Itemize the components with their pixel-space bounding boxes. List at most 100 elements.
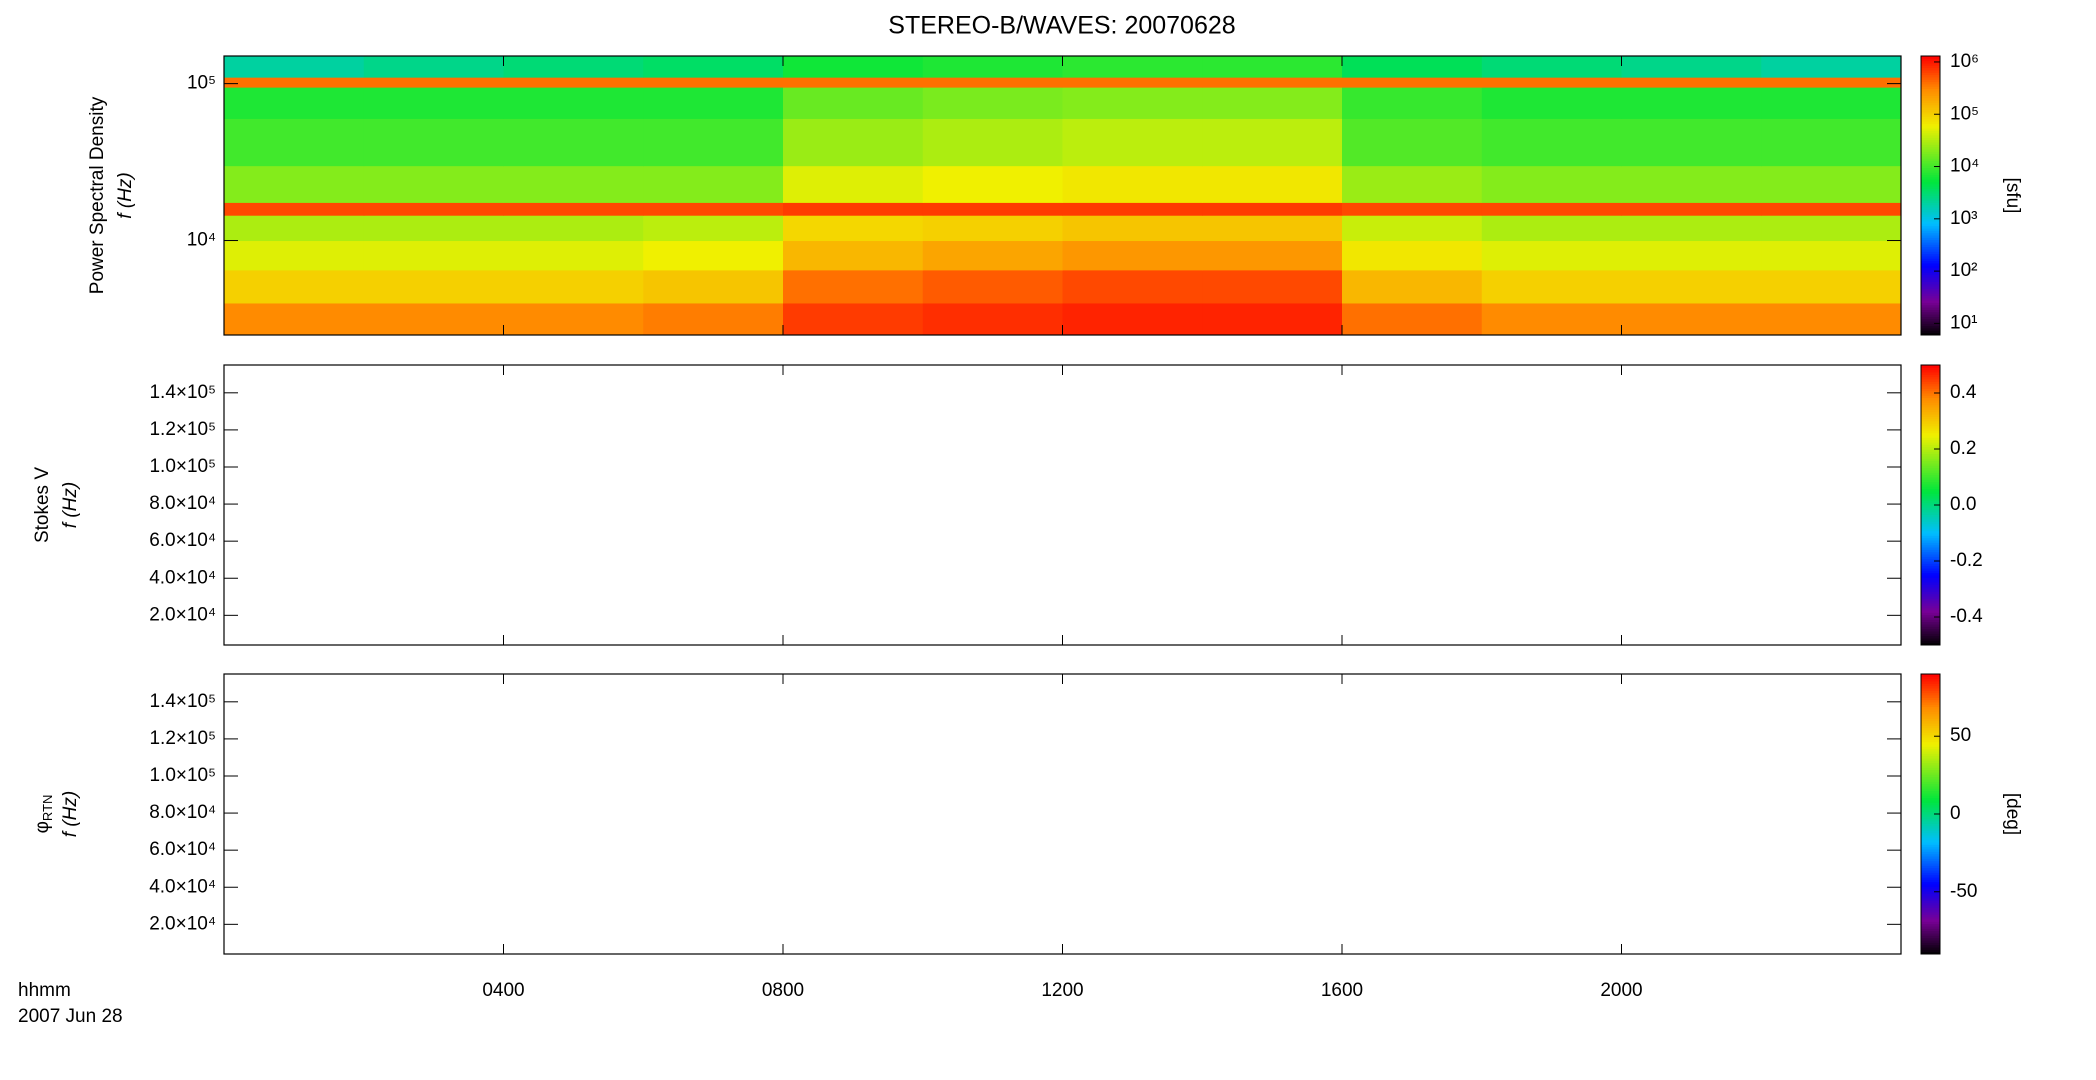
heatmap-cell bbox=[1481, 302, 1622, 336]
colorbar-segment bbox=[1921, 449, 1940, 452]
colorbar-segment bbox=[1921, 132, 1940, 136]
colorbar-segment bbox=[1921, 369, 1940, 373]
colorbar-segment bbox=[1921, 456, 1940, 459]
colorbar-segment bbox=[1921, 446, 1940, 450]
heatmap-cell bbox=[363, 56, 504, 78]
colorbar-segment bbox=[1921, 802, 1940, 806]
heatmap-cell bbox=[503, 240, 644, 271]
colorbar-segment bbox=[1921, 521, 1940, 525]
heatmap-cell bbox=[1481, 215, 1622, 242]
colorbar-segment bbox=[1921, 230, 1940, 234]
heatmap-cell bbox=[224, 87, 365, 119]
colorbar-segment bbox=[1921, 260, 1940, 264]
colorbar-segment bbox=[1921, 114, 1940, 117]
colorbar-segment bbox=[1921, 491, 1940, 494]
colorbar-segment bbox=[1921, 872, 1940, 876]
heatmap-cell bbox=[783, 87, 924, 119]
colorbar-segment bbox=[1921, 193, 1940, 196]
colorbar-segment bbox=[1921, 467, 1940, 471]
colorbar-segment bbox=[1921, 944, 1940, 948]
plot-frame bbox=[223, 364, 1902, 646]
colorbar-segment bbox=[1921, 111, 1940, 115]
colorbar-segment bbox=[1921, 716, 1940, 719]
colorbar-segment bbox=[1921, 828, 1940, 831]
colorbar-segment bbox=[1921, 486, 1940, 490]
colorbar-segment bbox=[1921, 681, 1940, 684]
colorbar-segment bbox=[1921, 928, 1940, 932]
colorbar-tick-label: 0.2 bbox=[1950, 438, 1976, 459]
heatmap-cell bbox=[1342, 202, 1483, 216]
colorbar-segment bbox=[1921, 949, 1940, 953]
heatmap-cell bbox=[1621, 165, 1762, 203]
heatmap-cell bbox=[1761, 87, 1902, 119]
colorbar-segment bbox=[1921, 174, 1940, 178]
colorbar-segment bbox=[1921, 372, 1940, 375]
heatmap-cell bbox=[1062, 302, 1203, 336]
colorbar-segment bbox=[1921, 603, 1940, 606]
colorbar-segment bbox=[1921, 909, 1940, 913]
colorbar-segment bbox=[1921, 758, 1940, 761]
colorbar-segment bbox=[1921, 849, 1940, 852]
colorbar-segment bbox=[1921, 135, 1940, 138]
colorbar-segment bbox=[1921, 123, 1940, 127]
colorbar-segment bbox=[1921, 591, 1940, 595]
colorbar-segment bbox=[1921, 844, 1940, 848]
heatmap-cell bbox=[363, 269, 504, 304]
y-axis-label-sub: RTN bbox=[40, 795, 55, 821]
colorbar-segment bbox=[1921, 165, 1940, 169]
heatmap-cell bbox=[503, 202, 644, 216]
colorbar-frame bbox=[1920, 55, 1941, 336]
heatmap-cell bbox=[363, 165, 504, 203]
colorbar-segment bbox=[1921, 586, 1940, 590]
colorbar-segment bbox=[1921, 751, 1940, 754]
colorbar-segment bbox=[1921, 779, 1940, 782]
colorbar-segment bbox=[1921, 172, 1940, 176]
colorbar-segment bbox=[1921, 905, 1940, 908]
heatmap-cell bbox=[363, 202, 504, 216]
colorbar-segment bbox=[1921, 65, 1940, 69]
colorbar-segment bbox=[1921, 830, 1940, 834]
colorbar-segment bbox=[1921, 325, 1940, 329]
colorbar-segment bbox=[1921, 674, 1940, 677]
colorbar-segment bbox=[1921, 60, 1940, 64]
y-tick-label: 1.0×10⁵ bbox=[149, 765, 216, 786]
colorbar-segment bbox=[1921, 760, 1940, 764]
colorbar-segment bbox=[1921, 116, 1940, 120]
colorbar-segment bbox=[1921, 795, 1940, 799]
colorbar-segment bbox=[1921, 58, 1940, 62]
colorbar-segment bbox=[1921, 262, 1940, 266]
colorbar-segment bbox=[1921, 309, 1940, 313]
colorbar-segment bbox=[1921, 914, 1940, 918]
colorbar-segment bbox=[1921, 288, 1940, 292]
heatmap-cell bbox=[1342, 118, 1483, 167]
colorbar-segment bbox=[1921, 575, 1940, 578]
colorbar-segment bbox=[1921, 888, 1940, 892]
heatmap-cell bbox=[1621, 77, 1762, 88]
colorbar-segment bbox=[1921, 472, 1940, 476]
heatmap-cell bbox=[643, 215, 784, 242]
heatmap-cell bbox=[643, 269, 784, 304]
heatmap-cell bbox=[1761, 240, 1902, 271]
colorbar-tick-label: 0.4 bbox=[1950, 382, 1977, 403]
colorbar-segment bbox=[1921, 865, 1940, 869]
colorbar-segment bbox=[1921, 881, 1940, 885]
heatmap-cell bbox=[1481, 269, 1622, 304]
heatmap-cell bbox=[783, 269, 924, 304]
colorbar-segment bbox=[1921, 109, 1940, 113]
colorbar-segment bbox=[1921, 500, 1940, 504]
heatmap-cell bbox=[1481, 165, 1622, 203]
colorbar-segment bbox=[1921, 128, 1940, 131]
colorbar-segment bbox=[1921, 678, 1940, 682]
colorbar-segment bbox=[1921, 144, 1940, 148]
colorbar-segment bbox=[1921, 626, 1940, 630]
colorbar-segment bbox=[1921, 879, 1940, 883]
heatmap-cell bbox=[503, 56, 644, 78]
heatmap-cell bbox=[1761, 56, 1902, 78]
colorbar-tick-label: 0 bbox=[1950, 803, 1961, 824]
colorbar-segment bbox=[1921, 842, 1940, 845]
colorbar-segment bbox=[1921, 470, 1940, 473]
colorbar-tick-label: 10⁶ bbox=[1950, 51, 1979, 72]
heatmap-cell bbox=[1621, 87, 1762, 119]
heatmap-cell bbox=[503, 215, 644, 242]
